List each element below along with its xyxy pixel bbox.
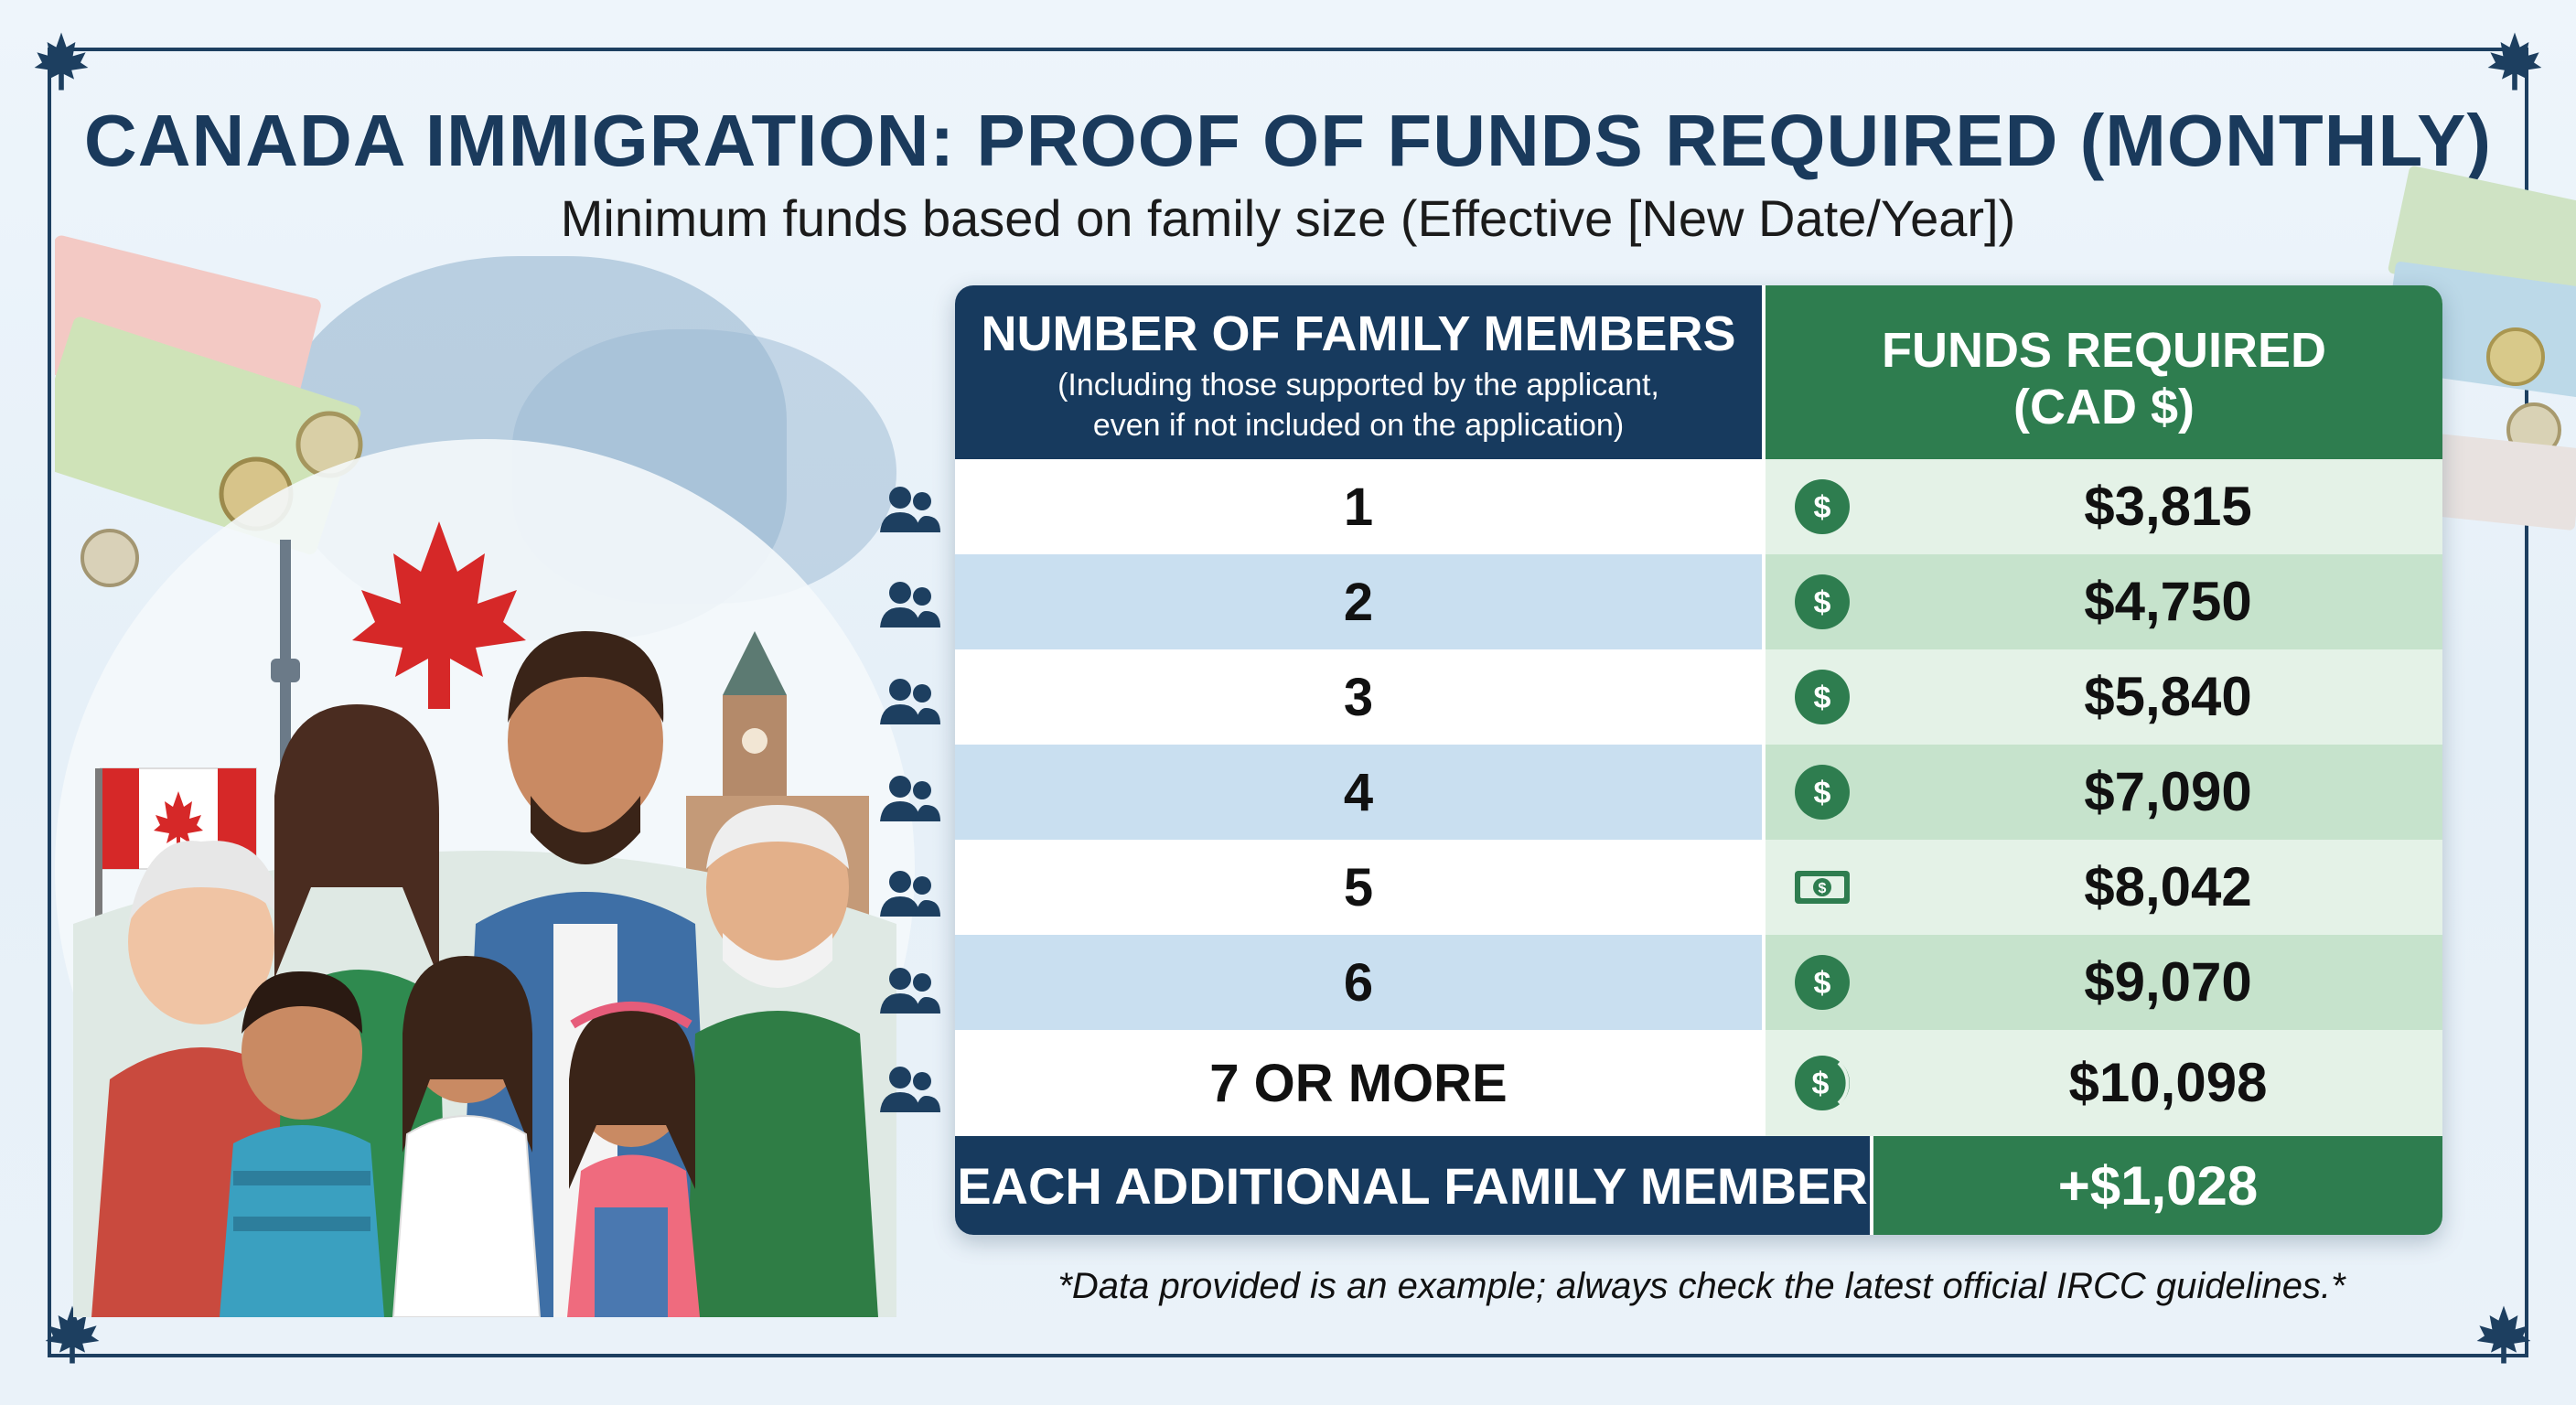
dollar-coin-icon: $ xyxy=(1795,574,1850,629)
col-header-funds-unit: (CAD $) xyxy=(2013,380,2195,434)
maple-leaf-icon xyxy=(2476,1305,2531,1364)
table-header: NUMBER OF FAMILY MEMBERS (Including thos… xyxy=(955,285,2442,459)
maple-leaf-icon xyxy=(2487,32,2542,91)
funds-cell: $ $9,070 xyxy=(1766,935,2442,1030)
svg-text:$: $ xyxy=(1814,966,1831,1001)
additional-member-value: +$1,028 xyxy=(1873,1136,2442,1235)
page-border-frame xyxy=(48,48,2528,1357)
family-members-cell: 6 xyxy=(955,935,1766,1030)
svg-text:$: $ xyxy=(1814,776,1831,810)
svg-text:$: $ xyxy=(1814,681,1831,715)
disclaimer-note: *Data provided is an example; always che… xyxy=(1057,1266,2345,1306)
maple-leaf-icon xyxy=(34,32,89,91)
people-icon xyxy=(880,679,940,724)
page-subtitle: Minimum funds based on family size (Effe… xyxy=(560,189,2016,247)
people-icon xyxy=(880,582,940,627)
people-icon xyxy=(880,487,940,532)
people-icon xyxy=(880,871,940,917)
table-row: 7 OR MORE $ $10,098 xyxy=(955,1030,2442,1136)
svg-text:$: $ xyxy=(1812,1067,1830,1101)
additional-member-label: EACH ADDITIONAL FAMILY MEMBER xyxy=(955,1136,1873,1235)
table-row: 1 $ $3,815 xyxy=(955,459,2442,557)
dollar-coin-icon: $ xyxy=(1795,479,1850,534)
funds-value: $10,098 xyxy=(2068,1052,2268,1113)
family-members-cell: 7 OR MORE xyxy=(955,1030,1766,1136)
funds-cell: $ $5,840 xyxy=(1766,649,2442,745)
col-header-note: (Including those supported by the applic… xyxy=(1057,368,1659,402)
maple-leaf-icon xyxy=(45,1305,100,1364)
family-members-cell: 2 xyxy=(955,554,1766,649)
family-members-cell: 3 xyxy=(955,649,1766,745)
funds-value: $8,042 xyxy=(2084,856,2252,917)
people-icon xyxy=(880,776,940,821)
col-header-funds-title: FUNDS REQUIRED xyxy=(1881,323,2327,378)
dollar-coin-icon: $ xyxy=(1795,670,1850,724)
family-members-cell: 4 xyxy=(955,745,1766,840)
funds-cell: $ $7,090 xyxy=(1766,745,2442,840)
funds-table: NUMBER OF FAMILY MEMBERS (Including thos… xyxy=(955,285,2442,1235)
svg-text:$: $ xyxy=(1814,490,1831,525)
funds-value: $5,840 xyxy=(2084,666,2252,727)
funds-value: $3,815 xyxy=(2084,476,2252,537)
table-row: 6 $ $9,070 xyxy=(955,935,2442,1033)
dollar-coin-icon: $ xyxy=(1795,1056,1850,1110)
col-header-family-members: NUMBER OF FAMILY MEMBERS (Including thos… xyxy=(955,285,1766,459)
svg-text:$: $ xyxy=(1814,585,1831,620)
table-footer-row: EACH ADDITIONAL FAMILY MEMBER +$1,028 xyxy=(955,1136,2442,1235)
table-row: 3 $ $5,840 xyxy=(955,649,2442,747)
banknote-icon: $ xyxy=(1795,871,1850,904)
people-icon xyxy=(880,1067,940,1112)
family-members-cell: 5 xyxy=(955,840,1766,935)
people-icon xyxy=(880,968,940,1014)
funds-value: $4,750 xyxy=(2084,571,2252,632)
col-header-title: NUMBER OF FAMILY MEMBERS xyxy=(981,306,1736,361)
family-members-cell: 1 xyxy=(955,459,1766,554)
funds-cell: $ $8,042 xyxy=(1766,840,2442,935)
funds-value: $9,070 xyxy=(2084,951,2252,1013)
funds-value: $7,090 xyxy=(2084,761,2252,822)
svg-text:$: $ xyxy=(1819,881,1827,896)
col-header-funds-required: FUNDS REQUIRED (CAD $) xyxy=(1766,285,2442,459)
table-row: 2 $ $4,750 xyxy=(955,554,2442,652)
family-illustration xyxy=(55,235,915,1317)
dollar-coin-icon: $ xyxy=(1795,765,1850,820)
col-header-note: even if not included on the application) xyxy=(1092,408,1625,443)
page-title: CANADA IMMIGRATION: PROOF OF FUNDS REQUI… xyxy=(83,100,2493,181)
funds-cell: $ $3,815 xyxy=(1766,459,2442,554)
funds-cell: $ $4,750 xyxy=(1766,554,2442,649)
funds-cell: $ $10,098 xyxy=(1766,1030,2442,1136)
table-row: 4 $ $7,090 xyxy=(955,745,2442,842)
dollar-coin-icon: $ xyxy=(1795,955,1850,1010)
table-row: 5 $ $8,042 xyxy=(955,840,2442,938)
